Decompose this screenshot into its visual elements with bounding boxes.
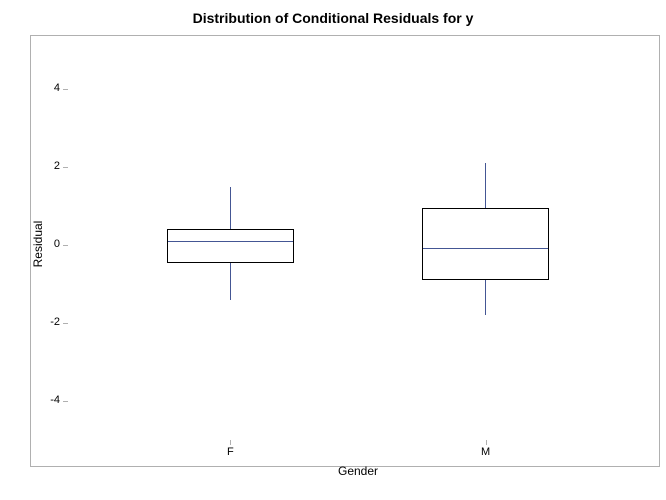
- median-line: [423, 248, 549, 249]
- x-tick-mark: [230, 440, 231, 445]
- whisker-lower: [485, 280, 486, 315]
- y-tick-label: -2: [36, 316, 60, 328]
- y-tick-mark: [63, 245, 68, 246]
- chart-title: Distribution of Conditional Residuals fo…: [0, 10, 666, 26]
- y-tick-label: -4: [36, 394, 60, 406]
- whisker-upper: [230, 187, 231, 229]
- median-line: [168, 241, 294, 242]
- y-tick-mark: [63, 167, 68, 168]
- box: [167, 229, 295, 263]
- y-tick-label: 0: [36, 238, 60, 250]
- y-tick-mark: [63, 401, 68, 402]
- box: [422, 208, 550, 280]
- whisker-lower: [230, 263, 231, 300]
- x-axis-label: Gender: [68, 464, 648, 478]
- x-tick-label: F: [210, 446, 250, 458]
- plot-area: [68, 50, 648, 440]
- y-tick-label: 2: [36, 160, 60, 172]
- x-tick-mark: [486, 440, 487, 445]
- x-tick-label: M: [466, 446, 506, 458]
- boxplot-chart: Distribution of Conditional Residuals fo…: [0, 0, 666, 500]
- y-tick-mark: [63, 323, 68, 324]
- y-tick-label: 4: [36, 82, 60, 94]
- y-tick-mark: [63, 89, 68, 90]
- whisker-upper: [485, 163, 486, 208]
